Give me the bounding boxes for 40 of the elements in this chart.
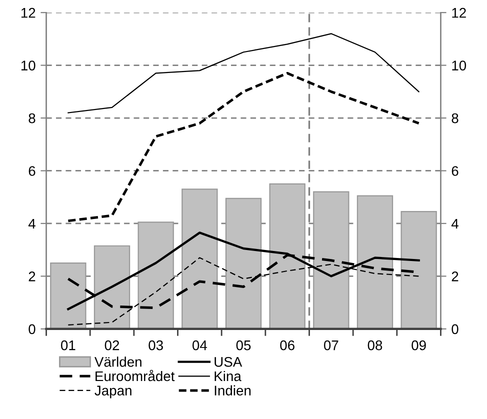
- y-tick-label: 12: [21, 8, 36, 18]
- bar: [356, 195, 394, 329]
- x-tick-label: 08: [368, 340, 382, 350]
- y2-tick-label: 6: [452, 166, 458, 176]
- bar: [400, 211, 437, 329]
- y2-tick-label: 12: [452, 8, 466, 18]
- line-series: [66, 72, 420, 222]
- bar: [313, 191, 350, 329]
- bar: [138, 222, 174, 329]
- bar: [50, 262, 86, 329]
- y2-tick-label: 0: [452, 324, 458, 334]
- x-tick-label: 04: [192, 340, 207, 350]
- y-tick-label: 2: [28, 272, 36, 282]
- y-tick-label: 8: [28, 113, 36, 124]
- y2-tick-label: 10: [452, 60, 466, 70]
- line-series: [68, 33, 420, 114]
- x-tick-label: 02: [104, 340, 120, 350]
- bar: [269, 183, 306, 329]
- legend-label: USA: [214, 356, 242, 367]
- x-tick-label: 09: [412, 340, 426, 350]
- legend-label: Världen: [94, 356, 142, 367]
- y-tick-label: 0: [28, 324, 36, 334]
- x-tick-label: 06: [280, 340, 294, 350]
- legend-label: Euroområdet: [96, 370, 175, 382]
- bar: [182, 188, 218, 329]
- y2-tick-label: 4: [451, 218, 458, 228]
- legend-label: Japan: [94, 386, 132, 398]
- legend-label: Kina: [214, 370, 242, 382]
- y2-tick-label: 2: [452, 272, 458, 282]
- x-tick-label: 05: [236, 340, 251, 350]
- y-tick-label: 6: [28, 166, 36, 176]
- bar: [94, 245, 130, 329]
- x-tick-label: 01: [61, 340, 76, 350]
- bar: [225, 198, 262, 329]
- legend-label: Indien: [214, 385, 251, 396]
- y-tick-label: 10: [21, 60, 36, 70]
- y2-tick-label: 8: [452, 113, 458, 124]
- x-tick-label: 07: [324, 340, 338, 350]
- y-tick-label: 4: [28, 218, 36, 228]
- x-tick-label: 03: [148, 340, 163, 350]
